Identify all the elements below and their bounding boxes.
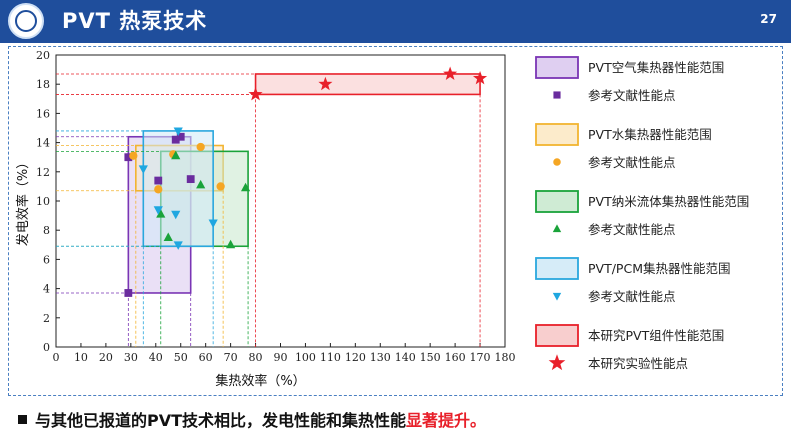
x-tick-label: 170 [470, 351, 491, 364]
x-tick-label: 160 [445, 351, 466, 364]
y-tick-label: 0 [43, 341, 50, 354]
legend-label-nano-points: 参考文献性能点 [588, 222, 676, 237]
x-tick-label: 150 [420, 351, 441, 364]
y-tick-label: 10 [36, 195, 50, 208]
data-point-water [216, 182, 225, 191]
y-tick-label: 6 [43, 253, 50, 266]
chart-frame: 0 10 20 30 40 50 60 70 80 90 100 110 120 130 140 150 160… [8, 46, 783, 396]
data-point-air [154, 176, 163, 185]
data-point-water [154, 185, 163, 194]
legend-swatch-water [535, 123, 579, 146]
legend-marker-pcm [552, 292, 562, 301]
data-point-nano [240, 182, 251, 192]
data-point-this [472, 70, 488, 85]
y-tick-label: 8 [43, 224, 50, 237]
y-tick-label: 4 [43, 283, 50, 296]
legend-swatch-air [535, 56, 579, 79]
data-point-nano [156, 209, 166, 218]
legend-marker-air [553, 91, 561, 99]
conclusion-text: 与其他已报道的PVT技术相比，发电性能和集热性能 [35, 411, 407, 430]
y-tick-label: 20 [36, 49, 50, 62]
data-point-nano [163, 232, 173, 241]
scatter-chart: 0 10 20 30 40 50 60 70 80 90 100 110 120 130 140 150 160… [15, 49, 749, 389]
data-point-pcm [138, 165, 148, 174]
x-tick-label: 180 [495, 351, 516, 364]
legend-swatch-pcm [535, 257, 579, 280]
x-tick-label: 60 [199, 351, 213, 364]
legend-label-nano-range: PVT纳米流体集热器性能范围 [588, 194, 749, 209]
data-point-pcm [173, 241, 183, 250]
page-number: 27 [760, 12, 777, 26]
data-point-pcm [173, 127, 183, 136]
x-tick-label: 20 [99, 351, 113, 364]
slide-title: PVT 热泵技术 [62, 9, 208, 33]
legend-marker-this [548, 354, 566, 371]
y-axis-title: 发电效率（%） [15, 156, 31, 246]
x-tick-label: 10 [74, 351, 88, 364]
data-point-this [248, 87, 263, 101]
legend-label-this-points: 本研究实验性能点 [588, 356, 688, 371]
x-axis-title: 集热效率（%） [215, 373, 305, 389]
range-box-this [254, 73, 481, 96]
y-tick-label: 18 [36, 78, 50, 91]
legend-label-water-points: 参考文献性能点 [588, 155, 676, 170]
x-tick-label: 40 [149, 351, 163, 364]
legend-label-pcm-points: 参考文献性能点 [588, 289, 676, 304]
legend-marker-nano [552, 224, 562, 233]
data-point-water [196, 142, 205, 152]
x-tick-label: 0 [53, 351, 60, 364]
data-point-this [443, 66, 458, 80]
x-tick-label: 100 [295, 351, 316, 364]
data-point-nano [226, 239, 236, 249]
legend-label-pcm-range: PVT/PCM集热器性能范围 [588, 261, 731, 276]
y-tick-label: 12 [36, 166, 50, 179]
conclusion-line: 与其他已报道的PVT技术相比，发电性能和集热性能显著提升。 [18, 407, 486, 431]
x-tick-label: 140 [395, 351, 416, 364]
x-tick-label: 80 [249, 351, 263, 364]
bullet-square-icon [18, 415, 27, 424]
legend-marker-water [553, 158, 561, 166]
data-point-air [171, 135, 180, 144]
data-point-water [129, 151, 138, 160]
data-point-pcm [153, 206, 163, 215]
legend-swatch-this [535, 324, 579, 347]
data-point-pcm [171, 210, 181, 220]
conclusion-highlight: 显著提升。 [406, 411, 487, 430]
title-bar: PVT 热泵技术 27 [0, 0, 791, 43]
y-tick-label: 14 [36, 137, 50, 150]
x-tick-label: 70 [224, 351, 238, 364]
legend-label-air-range: PVT空气集热器性能范围 [588, 60, 724, 75]
data-point-air [176, 132, 185, 141]
data-point-this [318, 76, 333, 91]
x-tick-label: 120 [345, 351, 366, 364]
university-logo [8, 3, 44, 39]
data-point-nano [196, 179, 206, 189]
data-point-air [186, 175, 195, 184]
legend-label-this-range: 本研究PVT组件性能范围 [588, 328, 724, 343]
data-point-air [124, 289, 133, 297]
legend-swatch-nano [535, 190, 579, 213]
legend-label-water-range: PVT水集热器性能范围 [588, 127, 712, 142]
y-tick-label: 16 [36, 107, 50, 120]
x-tick-label: 30 [124, 351, 138, 364]
plot-area-border [55, 54, 506, 348]
x-tick-label: 110 [320, 351, 341, 364]
y-tick-label: 2 [43, 312, 50, 325]
data-point-pcm [208, 219, 218, 228]
data-point-air [124, 153, 133, 162]
x-tick-label: 50 [174, 351, 188, 364]
legend-label-air-points: 参考文献性能点 [588, 88, 676, 103]
x-tick-label: 90 [274, 351, 288, 364]
data-point-nano [171, 150, 181, 160]
x-tick-label: 130 [370, 351, 391, 364]
